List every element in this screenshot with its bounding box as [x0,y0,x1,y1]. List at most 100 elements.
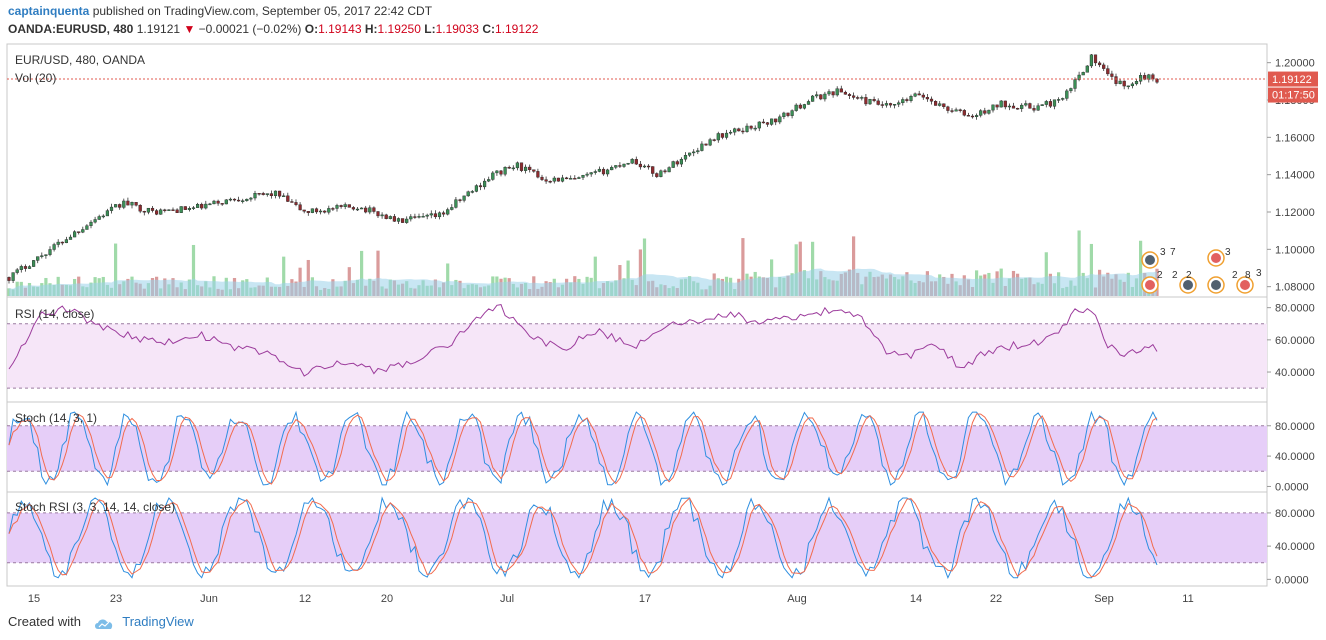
candle-up [474,185,478,192]
price-tick-label: 1.20000 [1275,58,1315,70]
candle-up [901,99,905,104]
pane-frames [6,43,1268,587]
candle-up [515,162,519,169]
economic-events[interactable]: 3 72 2 232 8 3 [1141,247,1262,294]
event-flag-dot [1145,280,1155,290]
candle-down [749,125,753,129]
symbol[interactable]: OANDA:EURUSD, 480 [8,22,134,36]
candle-up [204,203,208,209]
stochrsi-d-line [8,497,1158,578]
candle-down [675,161,679,165]
candle-down [888,103,893,106]
price-tick-label: 1.08000 [1275,282,1315,294]
candle-up [27,266,32,269]
last-price-badge [1268,71,1318,87]
candle-up [327,208,331,213]
candle-down [704,143,708,146]
event-count-label: 3 [1160,247,1166,258]
last-price: 1.19121 [136,22,181,36]
candle-down [847,94,852,96]
candle-down [23,266,27,269]
stochrsi-tick-label: 80.0000 [1275,508,1315,520]
candle-down [339,205,343,207]
candle-up [417,216,421,218]
candle-down [364,207,368,213]
candle-down [532,169,536,172]
candle-up [113,204,118,208]
candle-up [11,272,15,281]
candle-up [1085,65,1089,73]
overbought-oversold-band [7,425,1267,472]
volume-bar [306,259,310,296]
candle-down [876,100,880,105]
candle-up [212,200,216,205]
countdown-badge [1268,87,1318,103]
ohlc-low: 1.19033 [435,22,479,36]
candle-up [716,133,720,141]
volume-bar [798,241,802,296]
candle-down [925,97,929,100]
event-count-label: 3 [1225,247,1231,258]
volume-bar [852,236,856,296]
candle-up [159,209,163,215]
candle-down [1011,105,1016,109]
candle-down [798,104,802,109]
volume-bar [446,263,450,296]
candle-down [995,104,999,108]
candle-up [450,207,454,210]
candle-down [966,115,970,117]
candle-up [524,166,528,171]
candle-down [442,212,446,215]
candle-up [884,103,888,106]
candle-up [15,269,19,273]
candle-up [470,191,474,193]
candle-up [597,168,601,172]
candle-up [770,118,774,125]
tradingview-brand-link[interactable]: TradingView [122,614,194,629]
candle-up [409,216,413,220]
candle-up [208,203,212,206]
candle-up [146,207,150,213]
candle-up [909,96,913,101]
candle-down [236,199,241,202]
event-flag-icon [1207,276,1225,294]
candle-up [729,131,733,134]
candle-down [765,122,770,125]
candle-up [191,207,196,209]
candle-down [1122,80,1126,87]
created-with-label: Created with [8,614,81,629]
candle-down [983,110,987,114]
candle-up [975,115,979,117]
candle-down [856,97,860,99]
candle-down [290,201,294,203]
candle-down [1102,64,1106,69]
candle-down [134,202,138,206]
candle-down [220,203,224,205]
candle-down [950,110,954,112]
candle-up [688,152,692,156]
candle-down [323,210,327,213]
candle-down [1048,101,1052,107]
candle-up [683,155,688,160]
volume-bar [642,238,647,296]
event-count-label: 2 [1232,270,1238,281]
candle-down [351,207,355,210]
candle-down [519,162,524,171]
candle-down [712,139,716,141]
volume-bar [191,244,196,296]
volume-bar [811,241,815,296]
x-tick-label: 15 [28,593,40,605]
author-name[interactable]: captainquenta [8,4,90,18]
candle-down [138,204,142,212]
ohlc-open-key: O: [304,22,319,36]
candle-up [757,121,761,129]
candle-down [126,200,130,206]
candle-down [1110,73,1114,77]
x-tick-label: Jul [500,593,514,605]
event-count-label: 7 [1170,247,1176,258]
candle-down [261,193,265,195]
candle-down [507,166,511,169]
candle-down [819,94,823,100]
candle-down [573,178,577,180]
